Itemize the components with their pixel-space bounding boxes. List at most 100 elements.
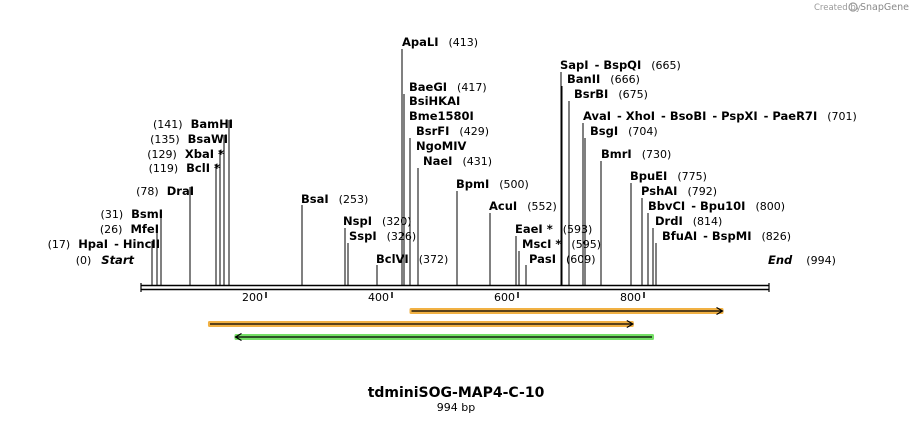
restriction-site-label[interactable]: (135) BsaWI [150, 132, 228, 146]
enzyme-name: XbaI * [185, 147, 224, 161]
restriction-site-label[interactable]: BsrBI (675) [574, 87, 648, 101]
site-position: (814) [693, 215, 723, 228]
restriction-site-label[interactable]: BclVI (372) [376, 252, 448, 266]
site-position: (595) [571, 238, 601, 251]
end-label: End (994) [768, 253, 836, 267]
enzyme-name: DraI [167, 184, 194, 198]
start-label: (0) Start [76, 253, 135, 267]
restriction-site-label[interactable]: AvaI - XhoI - BsoBI - PspXI - PaeR7I (701) [583, 109, 857, 123]
enzyme-name: BsgI [590, 124, 618, 138]
restriction-site-label[interactable]: (129) XbaI * [147, 147, 224, 161]
snapgene-logo-icon [848, 2, 858, 12]
enzyme-name: BpmI [456, 177, 489, 191]
restriction-site-label[interactable]: NaeI (431) [423, 154, 492, 168]
enzyme-name: NaeI [423, 154, 452, 168]
site-position: (800) [755, 200, 785, 213]
credit: Created by SnapGene [814, 2, 909, 13]
restriction-site-label[interactable]: (26) MfeI [100, 222, 159, 236]
site-position: (593) [563, 223, 593, 236]
restriction-site-label[interactable]: BsrFI (429) [416, 124, 489, 138]
enzyme-name: BmrI [601, 147, 632, 161]
credit-brand: SnapGene [860, 2, 909, 13]
credit-prefix: Created by [814, 3, 861, 13]
enzyme-name: BpuEI [630, 169, 667, 183]
restriction-site-label[interactable]: (141) BamHI [153, 117, 233, 131]
restriction-site-label[interactable]: MscI * (595) [522, 237, 601, 251]
site-position: (675) [618, 88, 648, 101]
restriction-site-label[interactable]: BpmI (500) [456, 177, 529, 191]
restriction-site-label[interactable]: NgoMIV [416, 139, 466, 153]
site-position: (413) [449, 36, 479, 49]
enzyme-name: NspI [343, 214, 372, 228]
restriction-site-label[interactable]: BaeGI (417) [409, 80, 487, 94]
enzyme-name: ApaLI [402, 35, 439, 49]
feature-arrow[interactable] [234, 332, 655, 342]
restriction-site-label[interactable]: PasI (609) [529, 252, 596, 266]
enzyme-name: BsmI [131, 207, 163, 221]
restriction-site-label[interactable]: (31) BsmI [101, 207, 163, 221]
enzyme-name: BclI * [186, 161, 220, 175]
feature-arrowhead-icon [234, 332, 242, 342]
enzyme-name: - XhoI [617, 109, 655, 123]
enzyme-name: AcuI [489, 199, 517, 213]
restriction-site-label[interactable]: BsgI (704) [590, 124, 658, 138]
restriction-site-label[interactable]: BpuEI (775) [630, 169, 707, 183]
enzyme-name: BsiHKAI [409, 94, 460, 108]
restriction-site-label[interactable]: SspI (326) [349, 229, 416, 243]
site-position: (141) [153, 118, 183, 131]
restriction-site-label[interactable]: (17) HpaI - HincII [48, 237, 160, 251]
site-position: (372) [419, 253, 449, 266]
restriction-site-label[interactable]: PshAI (792) [641, 184, 717, 198]
enzyme-name: PshAI [641, 184, 677, 198]
site-position: (129) [147, 148, 177, 161]
enzyme-name: - PaeR7I [764, 109, 818, 123]
restriction-site-label[interactable]: EaeI * (593) [515, 222, 592, 236]
restriction-site-label[interactable]: NspI (320) [343, 214, 412, 228]
enzyme-name: - BsoBI [661, 109, 706, 123]
restriction-site-labels: (17) HpaI - HincII(26) MfeI (31) BsmI (78) DraI… [48, 35, 857, 266]
restriction-site-label[interactable]: SapI - BspQI (665) [560, 58, 681, 72]
cut-site-lines [151, 49, 657, 285]
enzyme-name: HpaI [78, 237, 108, 251]
restriction-site-label[interactable]: BsiHKAI [409, 94, 460, 108]
site-position: (17) [48, 238, 71, 251]
enzyme-name: - Bpu10I [691, 199, 745, 213]
restriction-site-label[interactable]: ApaLI (413) [402, 35, 478, 49]
sequence-ends: (0) Start End (994) [76, 253, 836, 267]
enzyme-name: MscI * [522, 237, 561, 251]
restriction-site-label[interactable]: BbvCI - Bpu10I (800) [648, 199, 785, 213]
enzyme-name: DrdI [655, 214, 683, 228]
site-position: (119) [149, 162, 179, 175]
feature-arrow[interactable] [409, 306, 724, 316]
restriction-site-label[interactable]: (119) BclI * [149, 161, 220, 175]
ruler-tick-label: 600 [494, 291, 515, 304]
enzyme-name: BaeGI [409, 80, 447, 94]
restriction-site-label[interactable]: Bme1580I [409, 109, 474, 123]
site-position: (665) [651, 59, 681, 72]
restriction-site-label[interactable]: BsaI (253) [301, 192, 368, 206]
enzyme-name: NgoMIV [416, 139, 466, 153]
site-position: (775) [677, 170, 707, 183]
enzyme-name: BsaI [301, 192, 329, 206]
site-position: (417) [457, 81, 487, 94]
site-position: (26) [100, 223, 123, 236]
site-position: (135) [150, 133, 180, 146]
enzyme-name: PasI [529, 252, 556, 266]
restriction-site-label[interactable]: BmrI (730) [601, 147, 671, 161]
site-position: (326) [387, 230, 417, 243]
ruler-tick-label: 400 [368, 291, 389, 304]
enzyme-name: BsaWI [188, 132, 228, 146]
restriction-site-label[interactable]: DrdI (814) [655, 214, 722, 228]
site-position: (704) [628, 125, 658, 138]
site-position: (826) [761, 230, 791, 243]
site-position: (431) [462, 155, 492, 168]
site-position: (429) [459, 125, 489, 138]
restriction-site-label[interactable]: (78) DraI [136, 184, 194, 198]
site-position: (320) [382, 215, 412, 228]
site-position: (31) [101, 208, 124, 221]
restriction-site-label[interactable]: BanII (666) [567, 72, 640, 86]
restriction-site-label[interactable]: AcuI (552) [489, 199, 557, 213]
restriction-site-label[interactable]: BfuAI - BspMI (826) [662, 229, 791, 243]
feature-arrow[interactable] [207, 319, 634, 329]
